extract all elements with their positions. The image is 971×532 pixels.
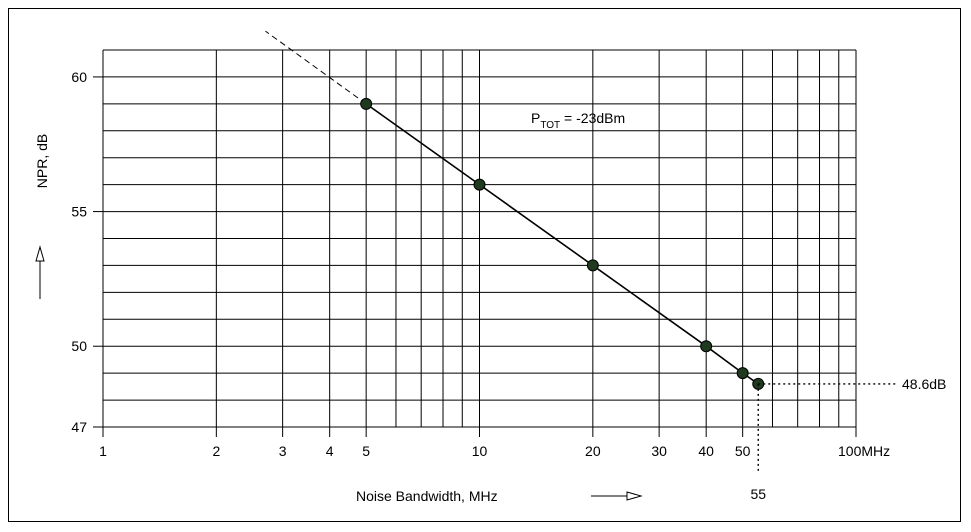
x-axis-arrow <box>591 491 643 501</box>
series-layer <box>265 30 765 390</box>
extrapolation-line <box>265 30 367 105</box>
chart-frame: 1 2 3 4 5 10 20 30 40 50 100MHz 47 50 55 60 48.6dB 55 … <box>8 8 961 522</box>
data-point <box>700 340 713 353</box>
marker-point-layer: 48.6dB 55 <box>750 376 946 502</box>
x-tick-label: 5 <box>362 443 370 459</box>
x-tick-label: 20 <box>585 443 601 459</box>
annotation-rest: = -23dBm <box>560 110 625 126</box>
x-tick-label: 4 <box>326 443 334 459</box>
x-tick-label: 50 <box>735 443 751 459</box>
data-point <box>586 259 599 272</box>
x-tick-label: 10 <box>472 443 488 459</box>
x-tick-label: 100MHz <box>838 443 890 459</box>
data-point <box>473 178 486 191</box>
axis-ticks <box>93 76 857 437</box>
y-tick-label: 60 <box>71 69 87 85</box>
x-tick-label: 30 <box>651 443 667 459</box>
annotation-subscript: TOT <box>540 120 560 131</box>
y-axis-label: NPR, dB <box>34 134 50 188</box>
annotation-ptot: PTOT = -23dBm <box>531 110 625 131</box>
x-tick-label: 40 <box>698 443 714 459</box>
y-tick-label: 47 <box>71 419 87 435</box>
marker-y-label: 48.6dB <box>902 376 946 392</box>
y-axis-arrow <box>35 245 45 299</box>
data-point <box>360 97 373 110</box>
x-tick-labels: 1 2 3 4 5 10 20 30 40 50 100MHz <box>99 443 890 459</box>
x-axis-label: Noise Bandwidth, MHz <box>356 488 498 504</box>
y-tick-label: 50 <box>71 338 87 354</box>
marker-x-label: 55 <box>750 486 766 502</box>
x-tick-label: 1 <box>99 443 107 459</box>
x-tick-label: 2 <box>212 443 220 459</box>
y-tick-labels: 47 50 55 60 <box>71 69 87 435</box>
grid-minor-lines <box>102 49 857 428</box>
x-tick-label: 3 <box>279 443 287 459</box>
y-tick-label: 55 <box>71 204 87 220</box>
data-point <box>736 367 749 380</box>
annotation-main: P <box>531 110 540 126</box>
series-line <box>365 103 759 385</box>
